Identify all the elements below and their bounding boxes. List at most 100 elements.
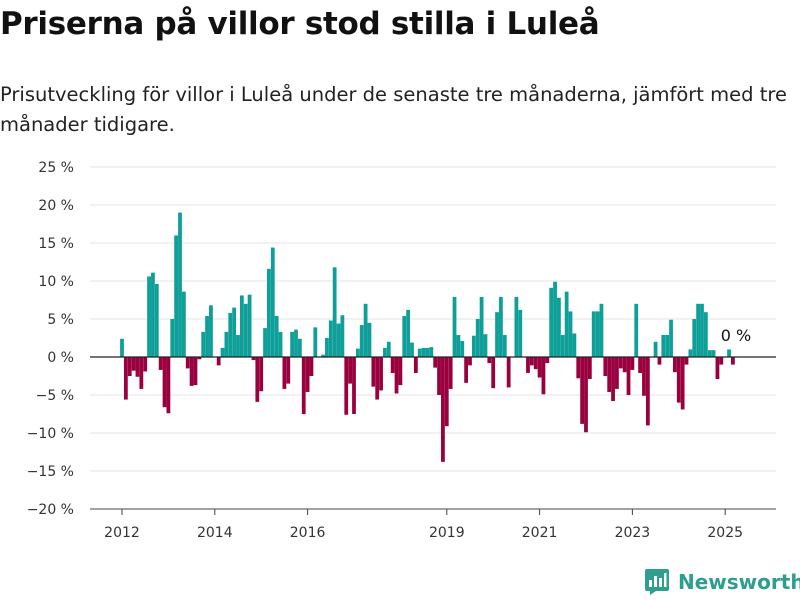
bar xyxy=(332,267,337,357)
bar xyxy=(166,357,171,414)
x-tick-label: 2016 xyxy=(290,525,326,541)
bar xyxy=(181,291,186,357)
bar xyxy=(526,357,530,373)
y-tick-label: 10 % xyxy=(38,274,74,290)
bar xyxy=(634,303,639,357)
bar xyxy=(139,357,144,389)
bar xyxy=(421,347,426,357)
chart-title: Priserna på villor stod stilla i Luleå xyxy=(0,6,600,42)
bar xyxy=(518,309,523,357)
bar xyxy=(603,357,608,376)
bar xyxy=(560,334,565,357)
chart-subtitle: Prisutveckling för villor i Luleå under … xyxy=(0,83,787,136)
bar xyxy=(336,323,341,357)
y-tick-label: −15 % xyxy=(27,464,74,480)
bar xyxy=(642,357,646,396)
bar xyxy=(711,350,716,357)
bar xyxy=(479,296,484,357)
y-tick-label: 20 % xyxy=(38,198,74,214)
x-tick-label: 2014 xyxy=(197,525,233,541)
bar xyxy=(502,334,507,357)
y-tick-label: 15 % xyxy=(38,236,74,252)
bar xyxy=(162,357,167,408)
bar xyxy=(390,357,395,373)
bar xyxy=(174,235,179,357)
bar xyxy=(506,357,511,388)
bar xyxy=(282,357,287,389)
bar xyxy=(398,357,403,386)
bar xyxy=(545,357,550,364)
bar xyxy=(541,357,546,395)
bar xyxy=(270,247,275,357)
bar xyxy=(379,357,383,391)
bar xyxy=(707,350,712,357)
x-tick-label: 2021 xyxy=(522,525,558,541)
bar xyxy=(201,331,206,357)
bar xyxy=(684,357,689,365)
bar xyxy=(363,303,368,357)
bar xyxy=(325,338,329,357)
bar xyxy=(615,357,619,389)
bar xyxy=(607,357,612,392)
bar xyxy=(123,357,128,400)
bar xyxy=(286,357,291,384)
bar xyxy=(568,311,573,357)
brand-name: Newsworthy xyxy=(678,570,800,594)
x-tick-label: 2025 xyxy=(707,525,743,541)
bar xyxy=(301,357,306,414)
bar xyxy=(328,320,333,357)
grid-layer xyxy=(90,166,776,510)
bars-layer xyxy=(120,212,735,462)
bar xyxy=(367,322,372,357)
bar xyxy=(456,334,461,357)
bar xyxy=(483,334,488,357)
bar xyxy=(158,357,163,370)
bar xyxy=(557,297,561,357)
bar xyxy=(154,284,159,357)
bar xyxy=(294,329,298,357)
bar xyxy=(595,311,600,357)
bar xyxy=(220,347,225,357)
y-tick-label: 5 % xyxy=(47,312,74,328)
bar xyxy=(348,357,353,384)
bar xyxy=(263,328,267,357)
bar xyxy=(618,357,623,369)
bar xyxy=(584,357,588,433)
bar xyxy=(661,334,666,357)
bar xyxy=(236,334,240,357)
bar xyxy=(464,357,469,383)
y-tick-label: −10 % xyxy=(27,426,74,442)
bar xyxy=(657,357,662,365)
bar xyxy=(216,357,221,366)
bar xyxy=(587,357,592,380)
bar xyxy=(251,357,256,361)
bar xyxy=(185,357,190,369)
bar xyxy=(653,341,658,357)
bar xyxy=(394,357,399,394)
bar xyxy=(537,357,542,378)
bar xyxy=(638,357,643,373)
bar xyxy=(622,357,627,373)
bar xyxy=(471,335,476,357)
bar xyxy=(309,357,314,376)
bar xyxy=(147,276,151,357)
bar xyxy=(700,303,704,357)
last-value-label: 0 % xyxy=(721,326,751,345)
bar xyxy=(564,291,569,357)
bar xyxy=(321,354,325,357)
bar xyxy=(278,331,283,357)
bar xyxy=(688,349,693,357)
bar xyxy=(703,312,708,357)
bar xyxy=(676,357,681,403)
bar xyxy=(247,294,252,357)
bar xyxy=(386,341,391,357)
bar xyxy=(665,334,670,357)
bar xyxy=(189,357,194,386)
bar xyxy=(383,347,387,357)
bar xyxy=(572,333,577,357)
bar xyxy=(429,347,434,357)
bar xyxy=(259,357,264,392)
bar xyxy=(255,357,260,402)
bar xyxy=(127,357,132,376)
